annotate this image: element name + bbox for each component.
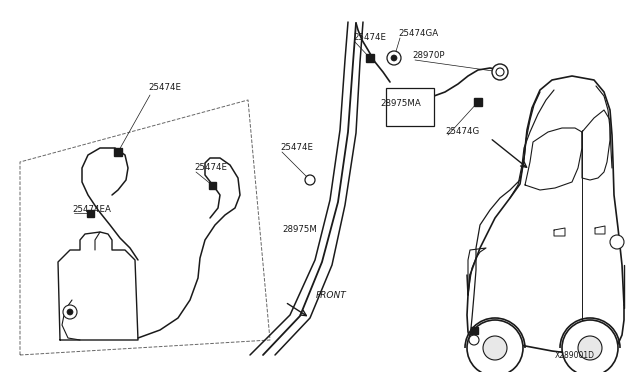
Text: 28970P: 28970P [412, 51, 445, 61]
Circle shape [578, 336, 602, 360]
Text: 28975M: 28975M [282, 225, 317, 234]
Bar [86, 209, 93, 217]
Bar [209, 182, 216, 189]
Circle shape [67, 309, 73, 315]
Text: 25474EA: 25474EA [72, 205, 111, 215]
Circle shape [387, 51, 401, 65]
Text: 25474E: 25474E [148, 83, 181, 93]
Circle shape [562, 320, 618, 372]
Text: 25474E: 25474E [194, 164, 227, 173]
Bar [474, 98, 482, 106]
Bar [114, 148, 122, 156]
Circle shape [391, 55, 397, 61]
Text: FRONT: FRONT [316, 292, 347, 301]
Circle shape [496, 68, 504, 76]
Bar [470, 327, 477, 334]
Circle shape [467, 320, 523, 372]
Bar [386, 88, 434, 126]
Circle shape [305, 175, 315, 185]
Circle shape [63, 305, 77, 319]
Circle shape [492, 64, 508, 80]
Circle shape [610, 235, 624, 249]
Text: 28975MA: 28975MA [380, 99, 420, 109]
Text: 25474GA: 25474GA [398, 29, 438, 38]
Bar [366, 54, 374, 62]
Text: 25474G: 25474G [445, 128, 479, 137]
Circle shape [469, 335, 479, 345]
Text: X289001D: X289001D [555, 350, 595, 359]
Text: 25474E: 25474E [353, 33, 386, 42]
Text: 25474E: 25474E [280, 144, 313, 153]
Circle shape [483, 336, 507, 360]
